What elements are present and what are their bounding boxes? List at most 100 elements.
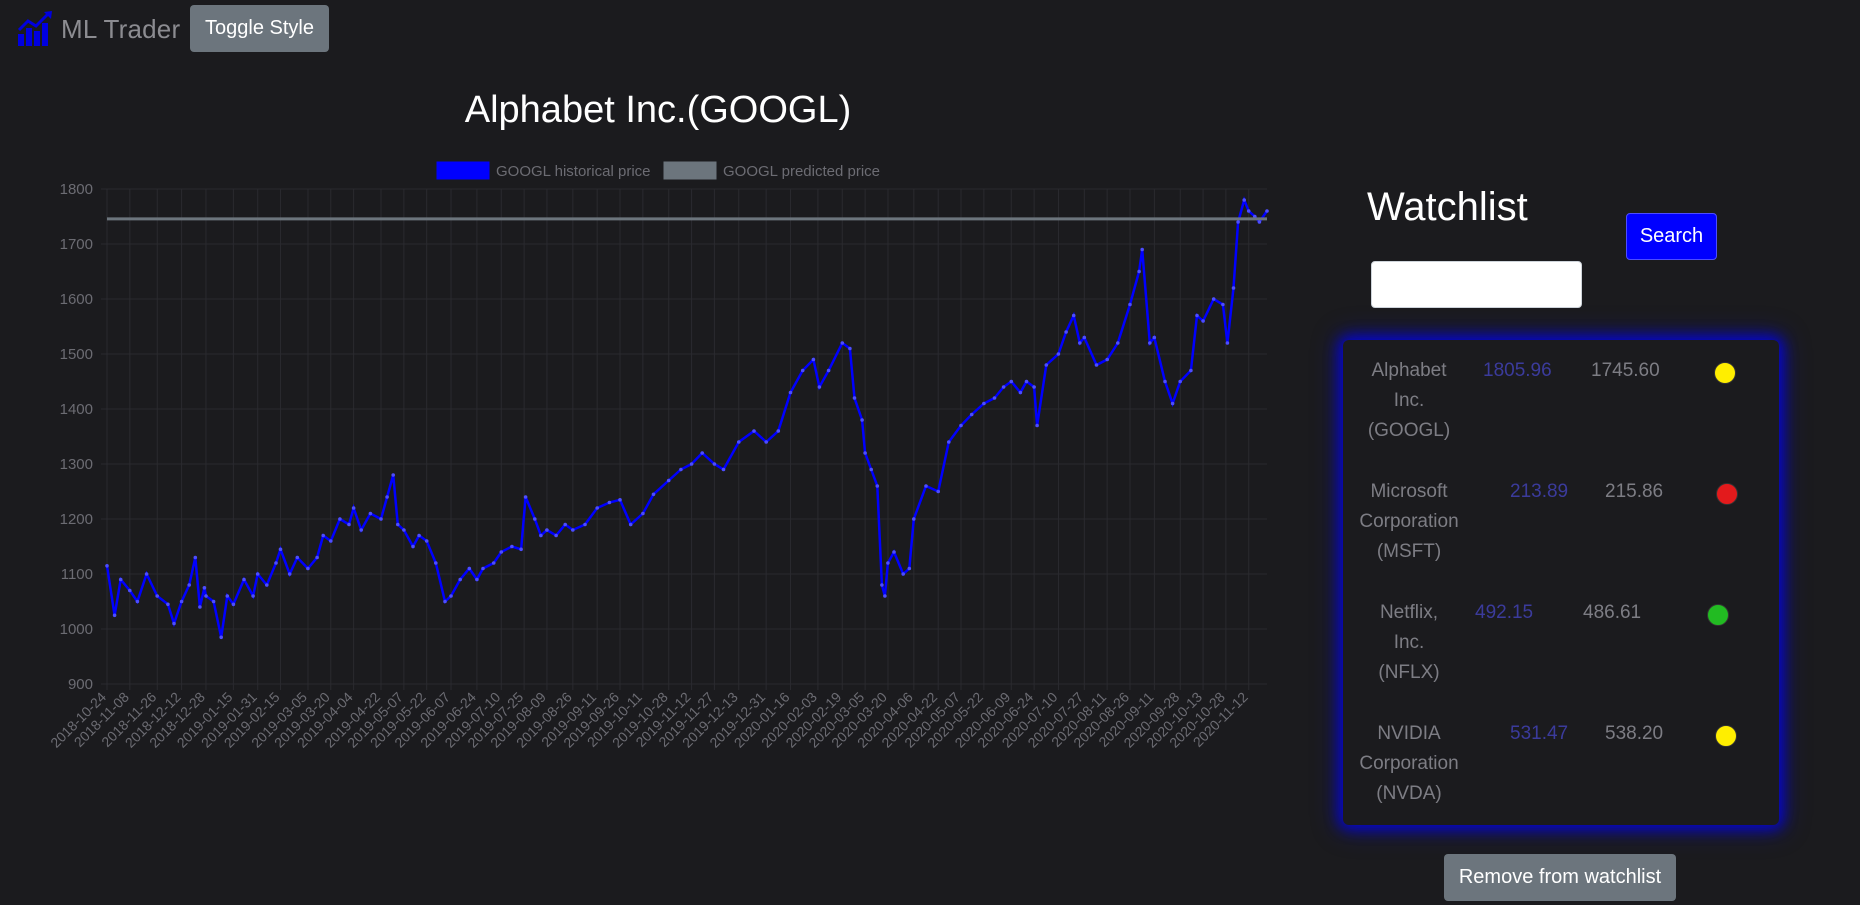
data-point	[700, 451, 704, 455]
data-point	[368, 511, 373, 516]
watchlist-row[interactable]: NVIDIA Corporation (NVDA) 531.47 538.20	[1343, 703, 1779, 824]
data-point	[1064, 330, 1068, 334]
data-point	[892, 550, 896, 554]
data-point	[411, 544, 415, 549]
data-point	[391, 473, 396, 477]
data-point	[982, 401, 986, 406]
data-point	[563, 522, 567, 527]
data-point	[959, 423, 963, 428]
y-tick-label: 1400	[60, 401, 93, 418]
data-point	[533, 517, 537, 521]
data-point	[306, 566, 310, 571]
watchlist-row[interactable]: Alphabet Inc. (GOOGL) 1805.96 1745.60	[1343, 340, 1779, 461]
data-point	[1078, 341, 1082, 345]
stock-name: Alphabet Inc. (GOOGL)	[1367, 360, 1451, 441]
data-point	[467, 566, 472, 571]
data-point	[840, 341, 845, 345]
data-point	[1242, 198, 1246, 202]
predicted-price: 215.86	[1605, 481, 1664, 502]
data-point	[539, 533, 543, 538]
data-point	[1221, 302, 1225, 307]
data-point	[969, 412, 974, 417]
data-point	[886, 561, 890, 565]
data-point	[144, 572, 149, 576]
y-tick-label: 1200	[60, 511, 93, 528]
data-point	[721, 467, 726, 472]
data-point	[193, 555, 198, 560]
data-point	[1178, 379, 1182, 384]
toggle-style-button[interactable]: Toggle Style	[190, 5, 329, 52]
data-point	[595, 506, 599, 510]
brand[interactable]: ML Trader	[16, 10, 180, 48]
data-point	[1035, 423, 1039, 428]
data-point	[992, 396, 997, 400]
data-point	[1018, 390, 1023, 395]
data-point	[545, 528, 549, 532]
data-point	[135, 599, 140, 604]
data-point	[628, 522, 633, 527]
brand-title: ML Trader	[61, 13, 181, 44]
chart-bar-icon	[17, 11, 52, 46]
data-point	[863, 451, 867, 455]
data-point	[204, 594, 208, 598]
data-point	[1225, 341, 1230, 345]
data-point	[242, 577, 246, 582]
data-point	[1236, 220, 1240, 224]
y-tick-label: 1300	[60, 456, 93, 473]
data-point	[202, 586, 207, 590]
data-point	[211, 599, 216, 604]
watchlist-search-input[interactable]	[1371, 261, 1582, 308]
data-point	[231, 602, 236, 607]
data-point	[274, 561, 278, 565]
watchlist-row[interactable]: Netflix, Inc. (NFLX) 492.15 486.61	[1343, 582, 1779, 703]
data-point	[449, 594, 453, 598]
data-point	[458, 577, 463, 582]
data-point	[255, 572, 260, 576]
data-point	[219, 635, 223, 640]
data-point	[764, 440, 768, 444]
data-point	[347, 522, 351, 527]
data-point	[491, 561, 496, 565]
data-point	[402, 528, 406, 532]
predicted-price: 1745.60	[1591, 360, 1660, 381]
navbar: ML Trader Toggle Style	[0, 0, 1860, 60]
data-point	[287, 572, 292, 576]
data-point	[848, 346, 852, 351]
data-point	[1094, 363, 1099, 367]
data-point	[1001, 385, 1006, 389]
data-point	[641, 511, 645, 516]
data-point	[752, 429, 756, 433]
data-point	[1056, 352, 1061, 356]
data-point	[155, 594, 159, 598]
data-point	[443, 599, 447, 604]
y-tick-label: 1500	[60, 346, 93, 363]
data-point	[571, 528, 575, 532]
data-point	[1148, 341, 1152, 345]
chart-title: Alphabet Inc.(GOOGL)	[465, 89, 852, 131]
price-chart-svg: Alphabet Inc.(GOOGL) GOOGL historical pri…	[47, 89, 1269, 751]
data-point	[499, 550, 504, 554]
data-point	[321, 533, 326, 538]
data-point	[385, 495, 389, 499]
data-point	[128, 588, 132, 593]
data-point	[583, 522, 587, 527]
data-point	[1071, 313, 1076, 318]
legend-swatch	[663, 161, 717, 180]
current-price: 531.47	[1510, 723, 1569, 744]
data-point	[869, 467, 873, 472]
watchlist-row[interactable]: Microsoft Corporation (MSFT) 213.89 215.…	[1343, 461, 1779, 582]
data-point	[880, 583, 884, 587]
data-point	[225, 594, 230, 598]
data-point	[172, 621, 176, 626]
stock-name: NVIDIA Corporation (NVDA)	[1359, 723, 1459, 804]
remove-from-watchlist-button[interactable]: Remove from watchlist	[1444, 854, 1676, 901]
status-indicator	[1714, 362, 1736, 384]
data-point	[265, 583, 269, 587]
data-point	[788, 390, 793, 395]
data-point	[554, 533, 558, 538]
data-point	[852, 396, 857, 400]
data-point	[1024, 379, 1029, 384]
data-point	[1231, 286, 1236, 290]
search-button[interactable]: Search	[1626, 213, 1717, 260]
data-point	[519, 547, 523, 552]
